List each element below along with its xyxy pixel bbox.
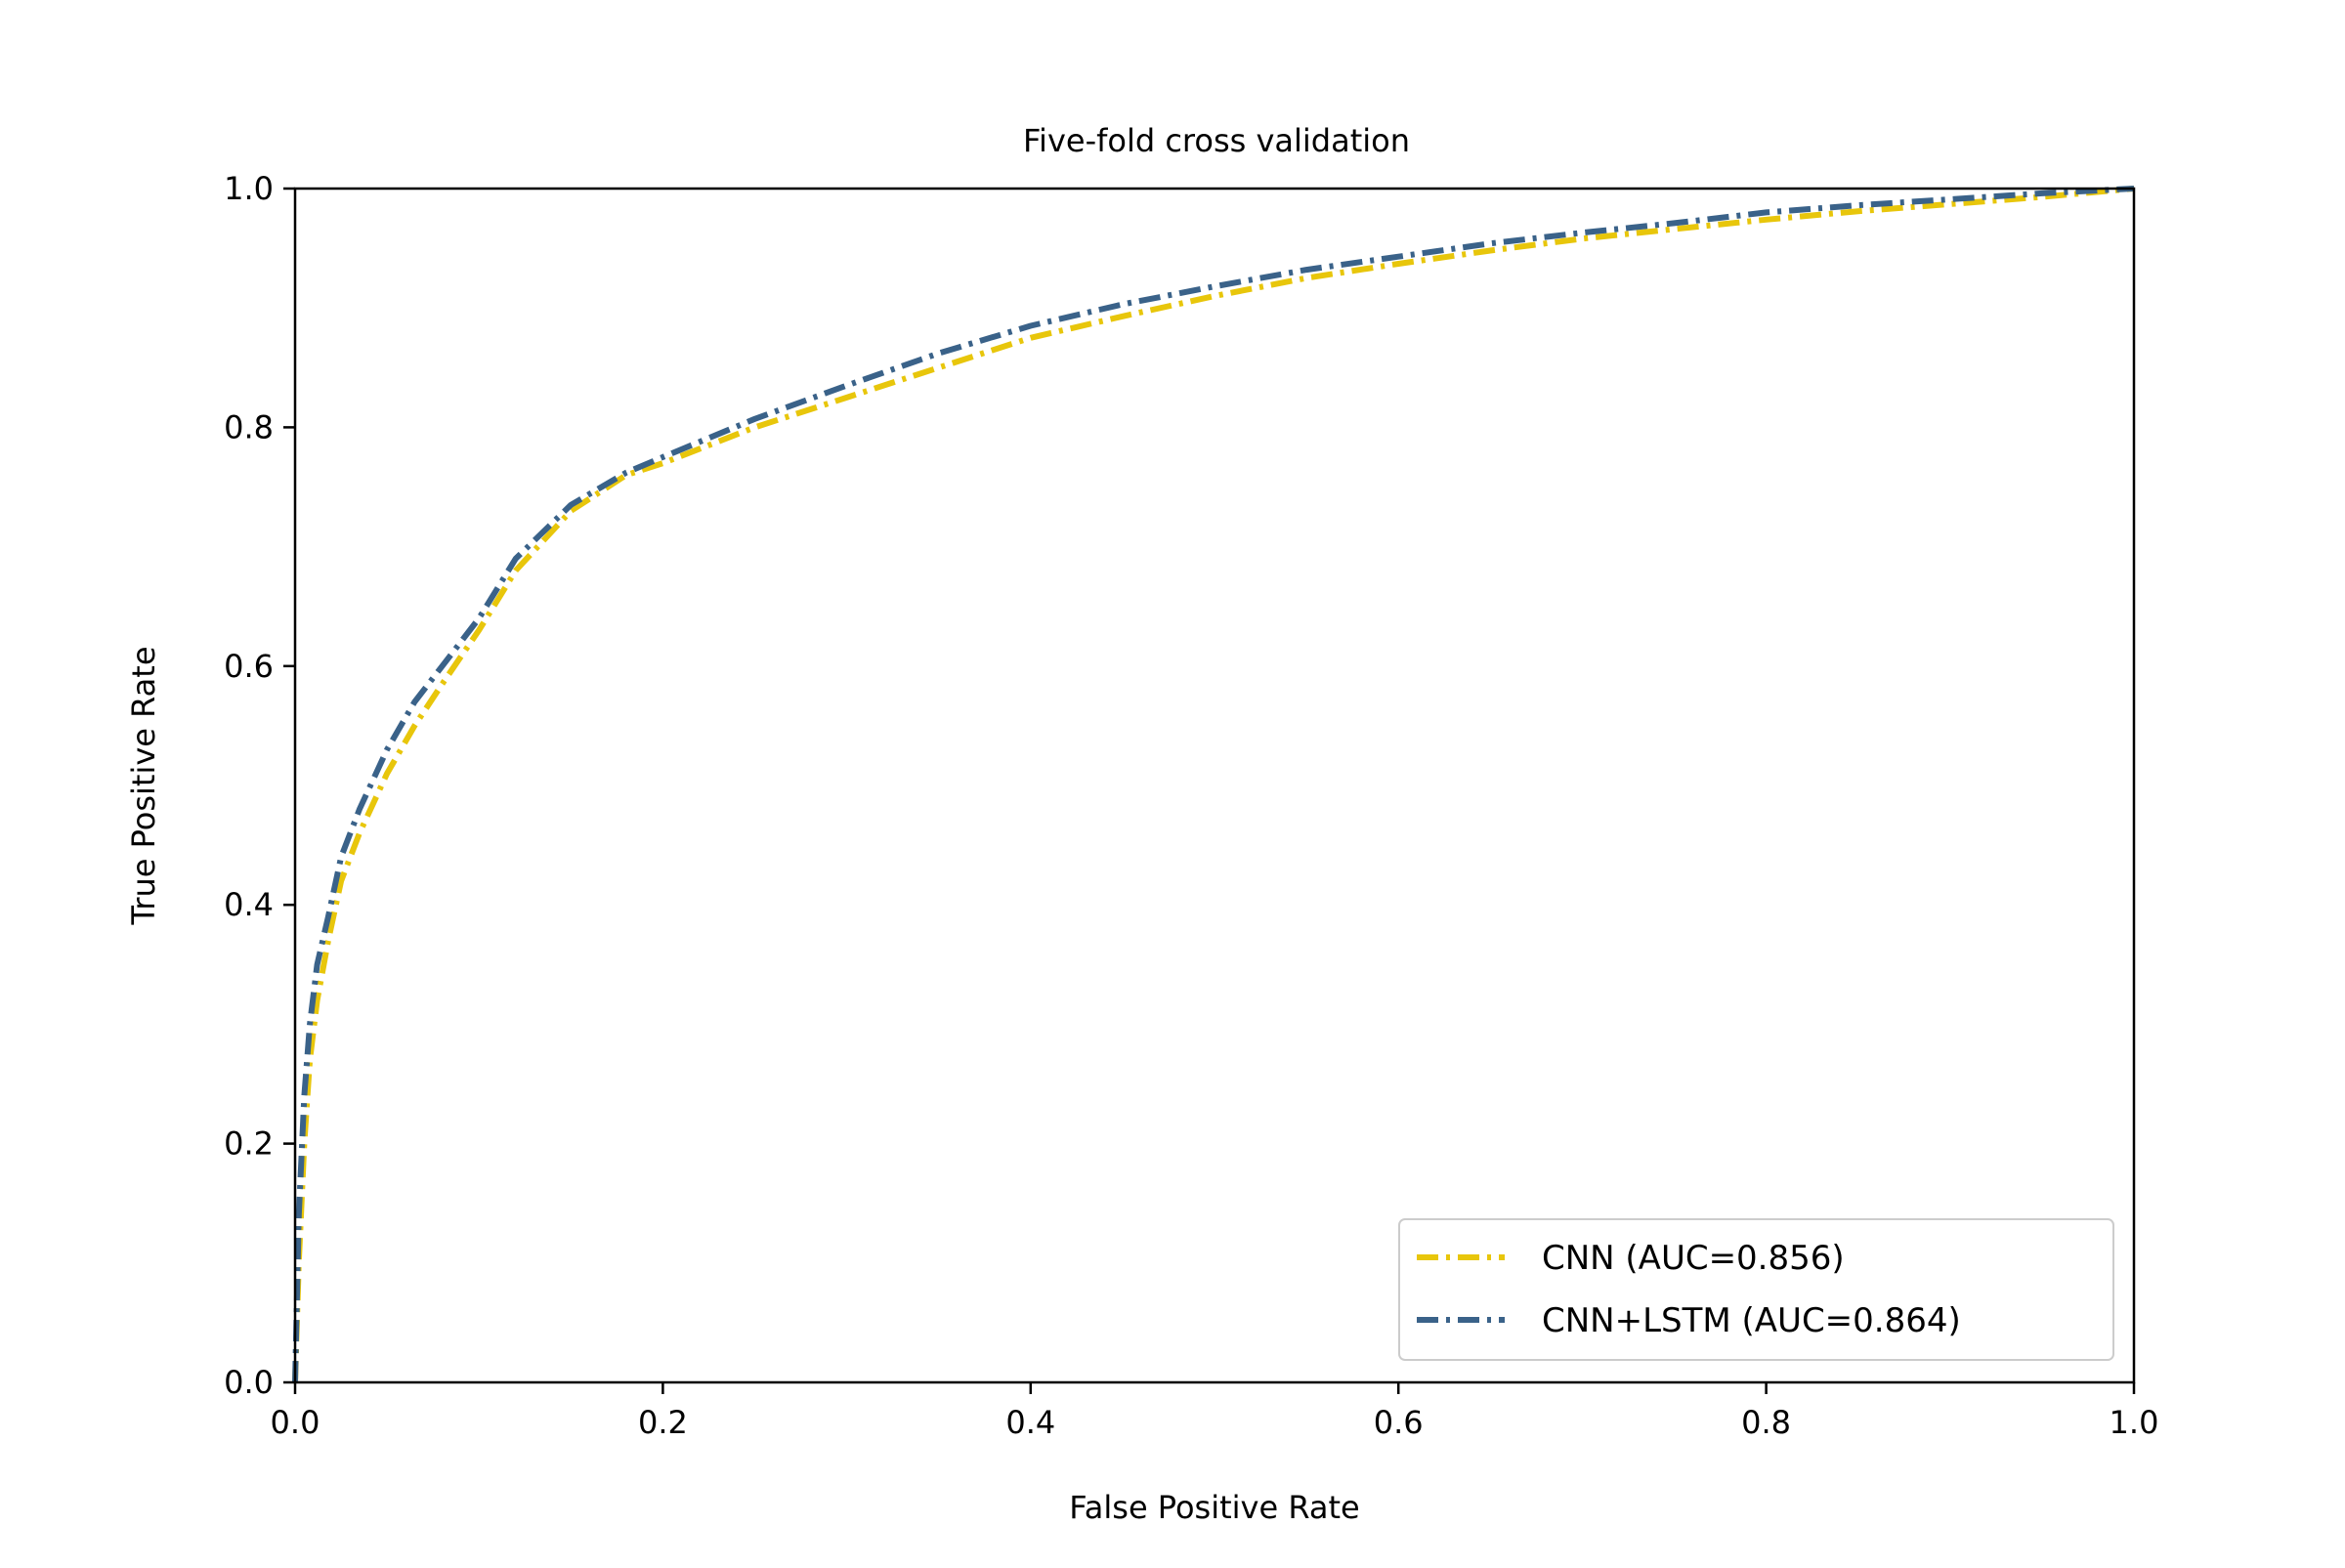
x-axis: 0.0 0.2 0.4 0.6 0.8 1.0 (271, 1382, 2159, 1441)
y-tick-label: 0.2 (224, 1125, 274, 1163)
legend-box (1398, 1218, 2114, 1361)
x-axis-label: False Positive Rate (1069, 1489, 1359, 1526)
y-axis: 0.0 0.2 0.4 0.6 0.8 1.0 (224, 170, 295, 1401)
y-tick-label: 0.8 (224, 408, 274, 445)
legend-label: CNN (AUC=0.856) (1542, 1239, 1845, 1278)
x-tick-label: 1.0 (2110, 1404, 2159, 1441)
x-tick-label: 0.4 (1005, 1404, 1055, 1441)
x-tick-label: 0.0 (271, 1404, 320, 1441)
series-layer (292, 186, 2135, 1383)
x-tick-label: 0.6 (1374, 1404, 1424, 1441)
y-tick-label: 0.0 (224, 1364, 274, 1401)
legend-label: CNN+LSTM (AUC=0.864) (1542, 1301, 1961, 1340)
legend: CNN (AUC=0.856) CNN+LSTM (AUC=0.864) (1398, 1218, 2114, 1361)
series-line-cnn-lstm (292, 186, 2135, 1383)
chart-title: Five-fold cross validation (1023, 122, 1410, 159)
x-tick-label: 0.2 (638, 1404, 688, 1441)
y-tick-label: 0.6 (224, 648, 274, 685)
plot-frame (293, 187, 2136, 1384)
series-line-cnn (292, 186, 2135, 1383)
x-tick-label: 0.8 (1741, 1404, 1791, 1441)
y-axis-label: True Positive Rate (125, 646, 162, 925)
y-tick-label: 1.0 (224, 170, 274, 207)
y-tick-label: 0.4 (224, 886, 274, 923)
